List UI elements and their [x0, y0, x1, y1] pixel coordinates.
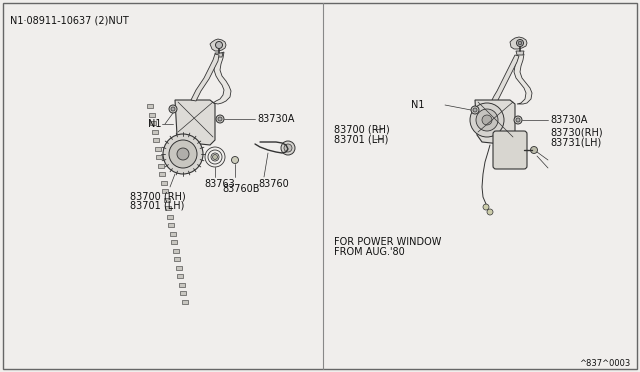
Polygon shape [170, 231, 175, 235]
Polygon shape [175, 100, 215, 145]
Circle shape [163, 134, 203, 174]
Polygon shape [159, 172, 165, 176]
Text: 83730A: 83730A [257, 114, 294, 124]
Polygon shape [163, 198, 170, 202]
Text: 83763: 83763 [204, 179, 235, 189]
Circle shape [483, 204, 489, 210]
Polygon shape [215, 53, 223, 57]
Text: FOR POWER WINDOW: FOR POWER WINDOW [334, 237, 442, 247]
Circle shape [482, 115, 492, 125]
Polygon shape [182, 299, 188, 304]
Polygon shape [165, 206, 171, 210]
Polygon shape [210, 39, 226, 51]
Circle shape [487, 209, 493, 215]
Polygon shape [173, 248, 179, 253]
Polygon shape [154, 147, 161, 151]
Circle shape [514, 116, 522, 124]
Polygon shape [148, 112, 154, 116]
Polygon shape [171, 240, 177, 244]
Circle shape [473, 108, 477, 112]
Text: N1·08911-10637 (2)NUT: N1·08911-10637 (2)NUT [10, 15, 129, 25]
Text: ^837^0003: ^837^0003 [579, 359, 630, 369]
Text: 83701 (LH): 83701 (LH) [130, 200, 184, 210]
Polygon shape [153, 138, 159, 142]
Text: 83730A: 83730A [550, 115, 588, 125]
Text: N1: N1 [148, 119, 161, 129]
Polygon shape [475, 100, 515, 145]
Polygon shape [510, 37, 527, 49]
Polygon shape [156, 155, 162, 159]
Polygon shape [150, 121, 156, 125]
Polygon shape [514, 54, 532, 104]
Circle shape [476, 109, 498, 131]
Text: 83760: 83760 [258, 179, 289, 189]
Circle shape [212, 154, 218, 160]
Polygon shape [157, 164, 163, 167]
Circle shape [281, 141, 295, 155]
Polygon shape [168, 223, 174, 227]
Text: N1: N1 [412, 100, 425, 110]
Text: 83730(RH): 83730(RH) [550, 127, 603, 137]
Text: 83731(LH): 83731(LH) [550, 137, 601, 147]
Circle shape [169, 105, 177, 113]
Polygon shape [179, 282, 184, 286]
Circle shape [177, 148, 189, 160]
Circle shape [470, 103, 504, 137]
Polygon shape [516, 51, 524, 55]
Polygon shape [162, 189, 168, 193]
Text: FROM AUG.'80: FROM AUG.'80 [334, 247, 404, 257]
Circle shape [531, 147, 538, 154]
Polygon shape [213, 52, 231, 104]
Circle shape [284, 144, 292, 152]
Polygon shape [161, 180, 166, 185]
Circle shape [232, 157, 239, 164]
Circle shape [516, 118, 520, 122]
Polygon shape [492, 55, 519, 102]
Polygon shape [180, 291, 186, 295]
Text: 83701 (LH): 83701 (LH) [334, 134, 388, 144]
Polygon shape [175, 266, 182, 269]
Circle shape [218, 117, 222, 121]
Circle shape [171, 107, 175, 111]
Text: 83700 (RH): 83700 (RH) [334, 124, 390, 134]
Circle shape [518, 41, 522, 45]
Polygon shape [152, 129, 157, 134]
Polygon shape [166, 215, 173, 218]
Circle shape [216, 42, 223, 48]
Polygon shape [177, 274, 183, 278]
Circle shape [516, 39, 524, 46]
FancyBboxPatch shape [493, 131, 527, 169]
Circle shape [471, 106, 479, 114]
Circle shape [216, 115, 224, 123]
Circle shape [169, 140, 197, 168]
Text: 83700 (RH): 83700 (RH) [130, 191, 186, 201]
Polygon shape [174, 257, 180, 261]
Polygon shape [191, 54, 219, 101]
Polygon shape [147, 104, 153, 108]
Text: 83760B: 83760B [222, 184, 259, 194]
